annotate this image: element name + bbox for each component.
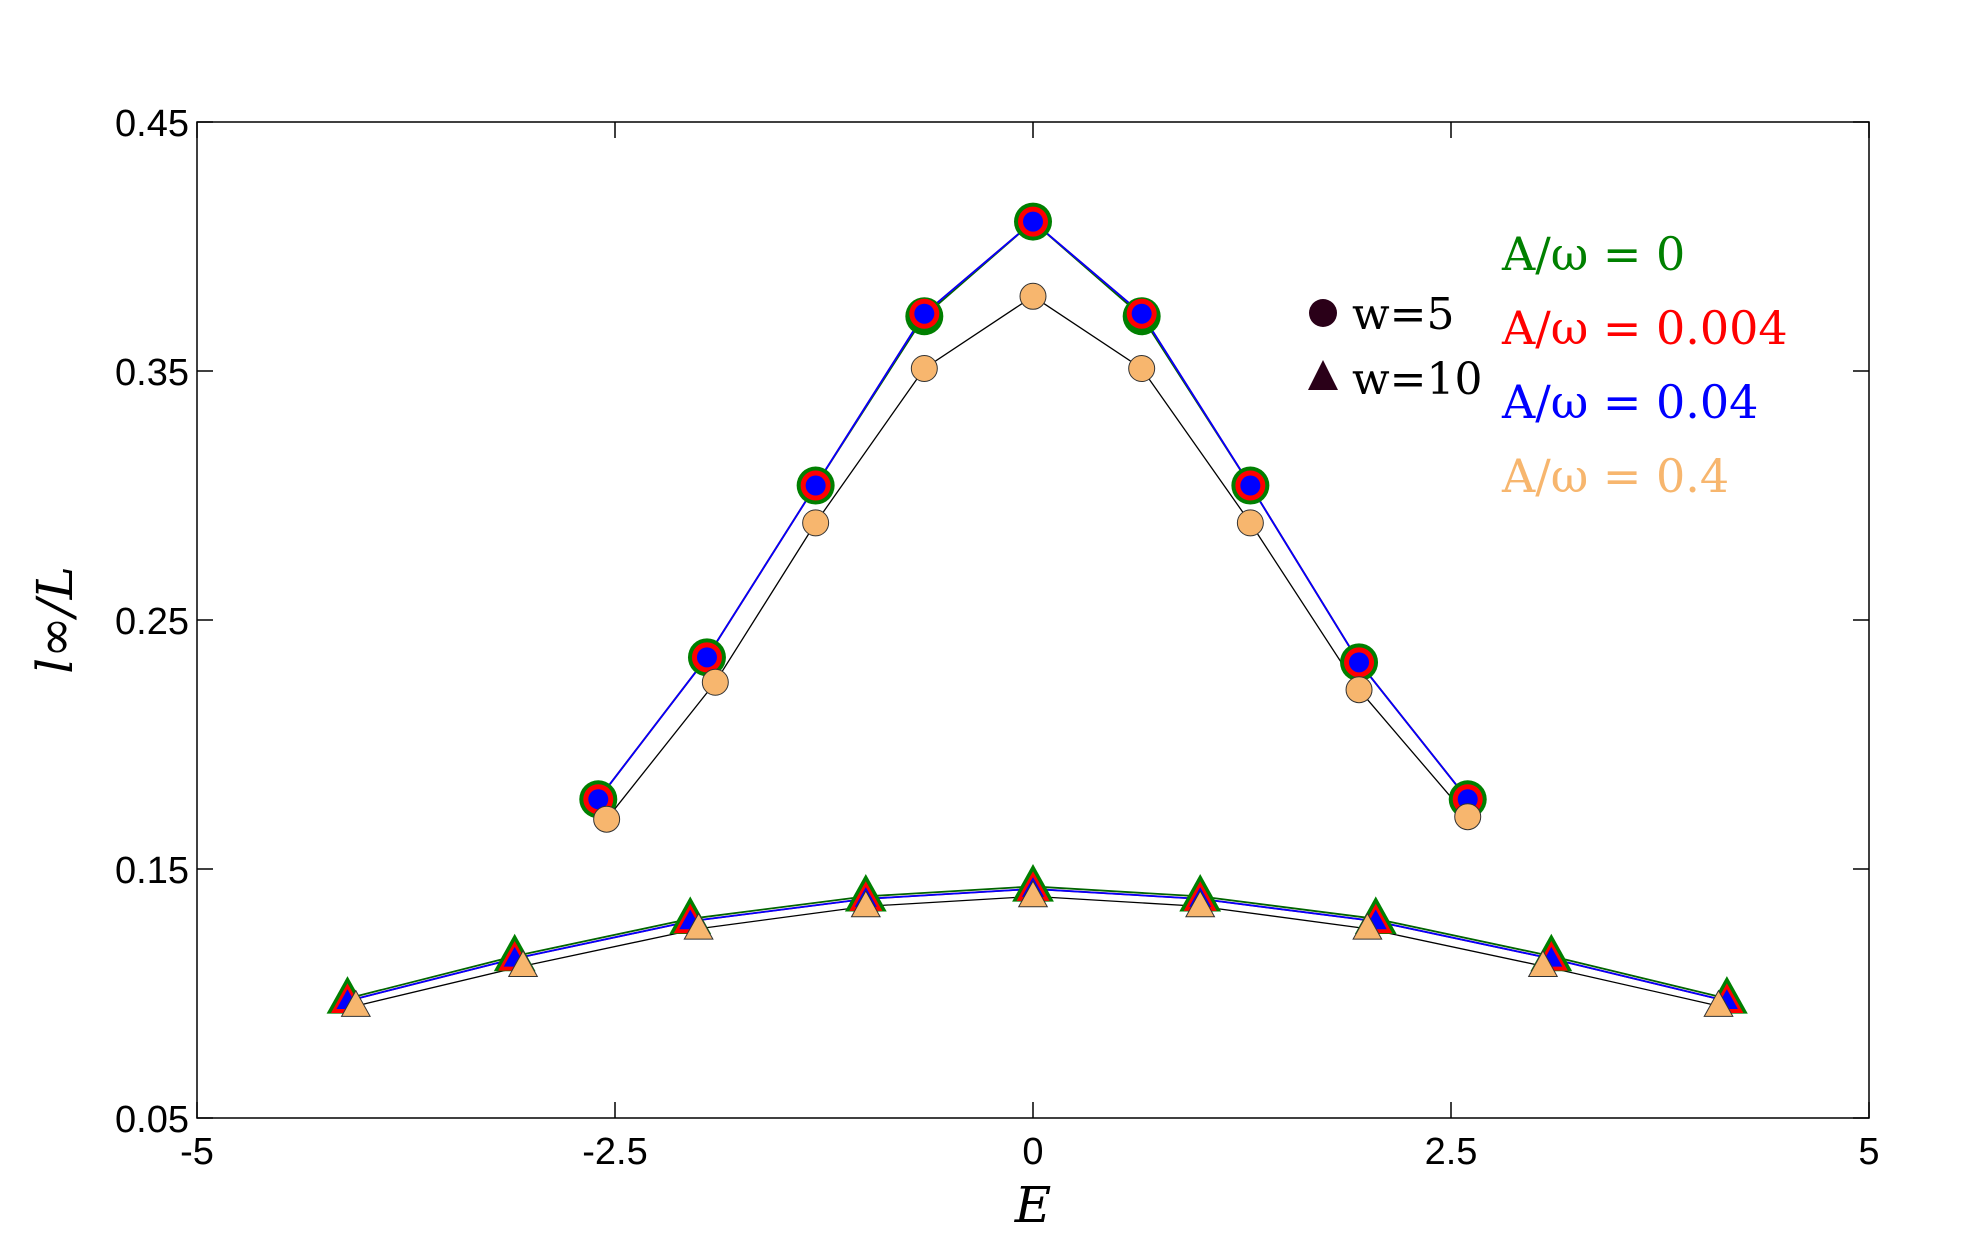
data-point-triangle [1703, 989, 1734, 1017]
data-point-circle [1019, 282, 1047, 310]
data-point-circle [701, 668, 729, 696]
y-tick-label: 0.35 [115, 352, 189, 394]
data-point-circle [696, 647, 717, 668]
color-legend-label: A/ω = 0.04 [1501, 375, 1758, 429]
data-point-circle [1454, 803, 1482, 831]
marker-legend-label: w=10 [1352, 354, 1483, 405]
data-point-circle [805, 475, 826, 496]
data-point-circle [1131, 303, 1152, 324]
legend-triangle-marker [1308, 360, 1338, 390]
color-legend-label: A/ω = 0.4 [1501, 449, 1729, 503]
data-point-triangle [1527, 949, 1559, 977]
data-point-triangle [1185, 890, 1216, 918]
x-tick-label: -2.5 [582, 1131, 647, 1173]
x-axis-label: E [1014, 1176, 1052, 1234]
color-legend-label: A/ω = 0 [1501, 227, 1685, 281]
data-point-circle [1349, 652, 1370, 673]
data-point-triangle [850, 890, 881, 918]
x-tick-label: 5 [1858, 1131, 1879, 1173]
data-point-triangle [1017, 880, 1049, 908]
marker-legend-label: w=5 [1352, 289, 1455, 340]
y-tick-label: 0.45 [115, 103, 189, 145]
y-tick-label: 0.25 [115, 601, 189, 643]
y-tick-label: 0.15 [115, 850, 189, 892]
data-point-circle [802, 509, 830, 537]
y-axis-label: l∞/L [26, 566, 84, 674]
data-point-triangle [507, 949, 539, 977]
legend-circle-marker [1309, 299, 1337, 327]
color-legend-label: A/ω = 0.004 [1501, 301, 1788, 355]
data-point-circle [1345, 676, 1373, 704]
x-tick-label: 0 [1022, 1131, 1043, 1173]
data-point-circle [1236, 509, 1264, 537]
x-tick-label: 2.5 [1425, 1131, 1478, 1173]
data-point-triangle [340, 989, 371, 1017]
data-point-circle [1023, 211, 1043, 232]
data-point-circle [593, 805, 621, 833]
data-point-circle [910, 355, 938, 383]
data-point-circle [1240, 475, 1261, 496]
data-point-triangle [683, 912, 714, 940]
data-point-circle [1128, 355, 1156, 383]
data-point-circle [588, 789, 609, 810]
marker-legend: w=5 w=10 [1308, 289, 1483, 405]
x-tick-label: -5 [180, 1131, 214, 1173]
data-point-triangle [1352, 912, 1383, 940]
color-legend: A/ω = 0 A/ω = 0.004 A/ω = 0.04 A/ω = 0.4 [1501, 227, 1788, 503]
y-tick-label: 0.05 [115, 1099, 189, 1141]
data-point-circle [914, 303, 935, 324]
